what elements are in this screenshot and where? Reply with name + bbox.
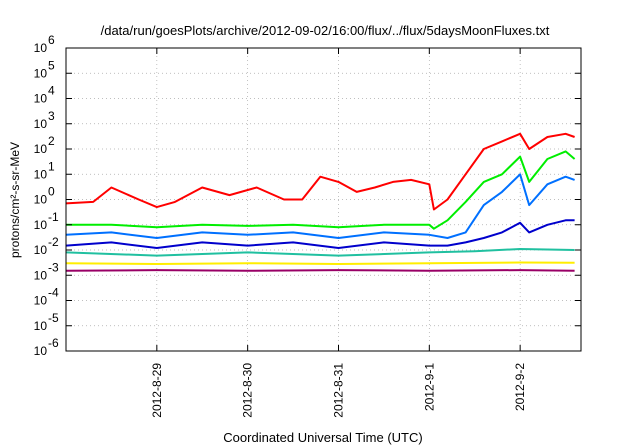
series-line-3 [65,173,575,239]
y-axis: 10-610-510-410-310-210-11001011021031041… [34,33,581,358]
series-line-4 [65,219,575,249]
y-tick-label: 10 [34,92,48,106]
y-axis-label: protons/cm²-s-sr-MeV [8,142,22,258]
series-line-1 [65,132,575,211]
y-tick-exponent: 4 [48,84,55,98]
y-tick-exponent: -1 [48,210,59,224]
x-axis-label: Coordinated Universal Time (UTC) [223,430,422,445]
y-tick-exponent: -4 [48,286,59,300]
y-tick-label: 10 [34,268,48,282]
series-layer [65,132,576,272]
y-tick-label: 10 [34,167,48,181]
x-tick-label: 2012-8-31 [331,363,345,418]
y-tick-exponent: 5 [48,58,55,72]
y-tick-label: 10 [34,142,48,156]
y-tick-label: 10 [34,66,48,80]
series-line-2 [66,150,576,230]
y-tick-exponent: -5 [48,311,59,325]
y-tick-label: 10 [34,319,48,333]
grid [66,48,581,351]
y-tick-label: 10 [34,218,48,232]
x-tick-label: 2012-9-2 [513,363,527,411]
chart-title: /data/run/goesPlots/archive/2012-09-02/1… [101,23,550,38]
x-tick-label: 2012-8-30 [241,363,255,418]
series-line-5 [65,248,575,257]
series-line-7 [65,269,575,272]
y-tick-label: 10 [34,193,48,207]
y-tick-label: 10 [34,117,48,131]
y-tick-exponent: -6 [48,336,59,350]
y-tick-label: 10 [34,294,48,308]
y-tick-exponent: 2 [48,134,55,148]
y-tick-exponent: -3 [48,260,59,274]
y-tick-exponent: 0 [48,185,55,199]
y-tick-label: 10 [34,243,48,257]
plot-frame [65,47,582,352]
y-tick-exponent: 1 [48,159,55,173]
y-tick-label: 10 [34,41,48,55]
x-tick-label: 2012-9-1 [422,363,436,411]
y-tick-exponent: 6 [48,33,55,47]
x-axis: 2012-8-29 2012-8-30 2012-8-31 2012-9-1 2012-… [150,48,527,418]
y-tick-label: 10 [34,344,48,358]
x-tick-label: 2012-8-29 [150,363,164,418]
y-tick-exponent: -2 [48,235,59,249]
y-tick-exponent: 3 [48,109,55,123]
series-line-6 [65,261,575,265]
